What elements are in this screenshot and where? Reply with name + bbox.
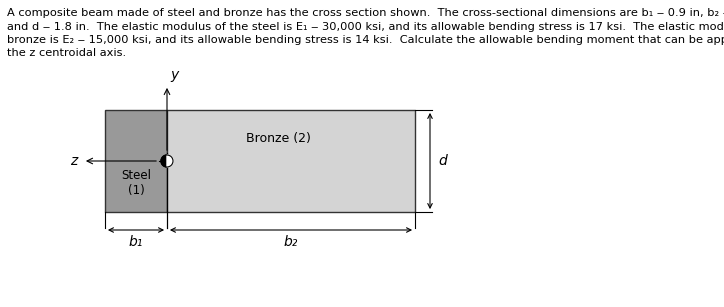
Text: d: d — [438, 154, 447, 168]
Bar — [105, 110, 167, 212]
Bar — [167, 110, 415, 212]
Text: A composite beam made of steel and bronze has the cross section shown.  The cros: A composite beam made of steel and bronz… — [7, 8, 724, 18]
Text: Steel
(1): Steel (1) — [121, 169, 151, 197]
Polygon shape — [161, 155, 167, 167]
Text: Bronze (2): Bronze (2) — [246, 132, 311, 145]
Text: y: y — [170, 68, 178, 82]
Text: bronze is E₂ ‒ 15,000 ksi, and its allowable bending stress is 14 ksi.  Calculat: bronze is E₂ ‒ 15,000 ksi, and its allow… — [7, 35, 724, 45]
Text: and d ‒ 1.8 in.  The elastic modulus of the steel is E₁ ‒ 30,000 ksi, and its al: and d ‒ 1.8 in. The elastic modulus of t… — [7, 21, 724, 32]
Text: b₁: b₁ — [129, 235, 143, 249]
Text: b₂: b₂ — [284, 235, 298, 249]
Text: z: z — [70, 154, 77, 168]
Polygon shape — [167, 155, 173, 167]
Text: the z centroidal axis.: the z centroidal axis. — [7, 49, 126, 59]
